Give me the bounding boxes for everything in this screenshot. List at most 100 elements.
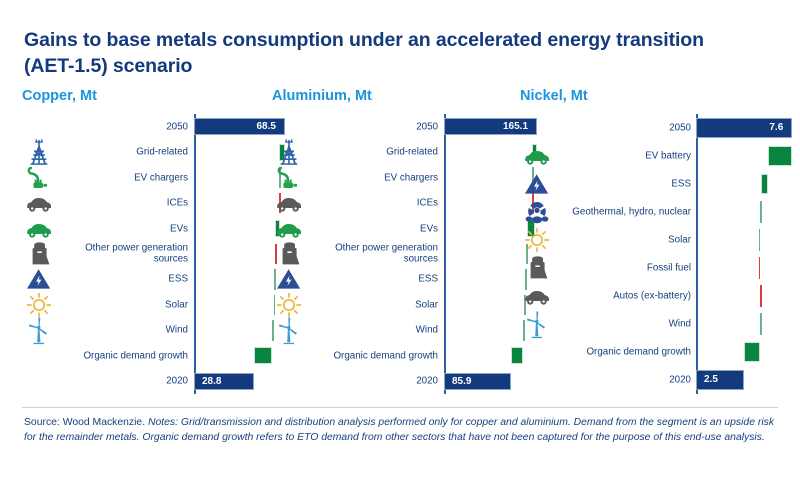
bar-value-label: 165.1: [503, 121, 529, 133]
chart-panel-aluminium: Aluminium, Mt 2050 Grid-related EV charge…: [272, 88, 538, 394]
row-label: 2050: [416, 120, 438, 132]
transmission-tower-icon: [22, 137, 56, 167]
row-label: EV chargers: [384, 171, 438, 183]
chart-row: Wind: [520, 309, 800, 339]
increase-bar: [743, 342, 761, 362]
total-bar: 7.6: [696, 118, 793, 138]
row-label: Geothermal, hydro, nuclear: [572, 206, 691, 218]
ice-car-icon: [520, 281, 554, 311]
total-bar: 165.1: [444, 118, 538, 136]
footnote: Source: Wood Mackenzie. Notes: Grid/tran…: [24, 415, 780, 446]
chart-row: 2050: [22, 114, 272, 139]
row-label: 2020: [416, 375, 438, 387]
chart-row: Geothermal, hydro, nuclear: [520, 198, 800, 226]
row-label: Organic demand growth: [586, 346, 691, 358]
plot-area: 7.6 2.5: [696, 114, 800, 394]
row-label: 2050: [166, 120, 188, 132]
chart-row: ESS: [22, 267, 272, 292]
row-labels: 2050 Grid-related EV chargers: [272, 114, 522, 394]
chart-row: EVs: [22, 216, 272, 241]
panel-title: Nickel, Mt: [520, 88, 588, 104]
increase-bar: [758, 228, 761, 252]
row-label: Solar: [415, 299, 438, 311]
row-label: EV chargers: [134, 171, 188, 183]
ess-icon: [520, 169, 554, 199]
row-label: Wind: [165, 324, 188, 336]
increase-bar: [510, 347, 524, 365]
increase-bar: [531, 167, 534, 188]
chart-row: ESS: [520, 170, 800, 198]
row-label: Other power generation sources: [85, 242, 188, 265]
ev-car-icon: [22, 214, 56, 244]
total-bar: 28.8: [194, 372, 255, 390]
plot-area: 165.1 85.9: [444, 114, 544, 394]
chart-row: Wind: [272, 315, 522, 345]
chart-row: Fossil fuel: [520, 254, 800, 282]
chart-row: Other power generation sources: [22, 241, 272, 266]
sun-icon: [272, 290, 306, 320]
page-title: Gains to base metals consumption under a…: [24, 29, 704, 77]
chart-row: Organic demand growth: [520, 338, 800, 366]
wind-turbine-icon: [272, 315, 306, 345]
bar-value-label: 28.8: [202, 375, 222, 387]
chart-row: EV chargers: [272, 165, 522, 190]
ev-car-icon: [272, 214, 306, 244]
decrease-bar: [758, 256, 761, 280]
chart-row: Wind: [22, 317, 272, 345]
chart-row: 2020: [22, 369, 272, 394]
row-label: EVs: [420, 222, 438, 234]
increase-bar: [273, 294, 276, 316]
panel-title: Copper, Mt: [22, 88, 97, 104]
wind-turbine-icon: [520, 309, 554, 339]
chart-row: 2020: [272, 369, 522, 394]
row-label: ESS: [671, 178, 691, 190]
increase-bar: [767, 146, 793, 166]
increase-bar: [274, 269, 277, 290]
chart-row: Grid-related: [22, 137, 272, 167]
footnote-source: Source: Wood Mackenzie.: [24, 417, 148, 428]
increase-bar: [254, 347, 273, 365]
ice-car-icon: [22, 188, 56, 218]
panel-title: Aluminium, Mt: [272, 88, 372, 104]
increase-bar: [525, 269, 527, 290]
transmission-tower-icon: [272, 137, 306, 167]
chart-row: Solar: [272, 290, 522, 320]
chart-row: Organic demand growth: [22, 343, 272, 368]
value-axis: [194, 114, 196, 394]
row-label: Solar: [165, 299, 188, 311]
chart-row: Grid-related: [272, 137, 522, 167]
footnote-notes: Notes: Grid/transmission and distributio…: [24, 417, 775, 444]
increase-bar: [526, 243, 529, 265]
chart-row: ICEs: [22, 190, 272, 215]
total-bar: 2.5: [696, 370, 744, 390]
row-label: Grid-related: [386, 146, 438, 158]
row-label: ESS: [168, 273, 188, 285]
chart-row: Organic demand growth: [272, 343, 522, 368]
increase-bar: [760, 312, 763, 336]
chart-panel-copper: Copper, Mt 2050 Grid-related EV chargers: [22, 88, 285, 394]
chart-row: ICEs: [272, 190, 522, 215]
row-label: 2020: [166, 375, 188, 387]
row-label: Other power generation sources: [335, 242, 438, 265]
row-label: 2020: [669, 374, 691, 386]
row-label: 2050: [669, 122, 691, 134]
increase-bar: [760, 174, 768, 194]
row-label: ICEs: [416, 197, 438, 209]
increase-bar: [759, 200, 762, 224]
power-plant-icon: [520, 253, 554, 283]
sun-icon: [22, 290, 56, 320]
row-label: Solar: [668, 234, 691, 246]
ev-car-icon: [520, 141, 554, 171]
chart-row: Autos (ex-battery): [520, 282, 800, 310]
ice-car-icon: [272, 188, 306, 218]
chart-row: Solar: [22, 290, 272, 320]
row-label: Wind: [668, 318, 691, 330]
nuclear-icon: [520, 197, 554, 227]
value-axis: [444, 114, 446, 394]
value-axis: [696, 114, 698, 394]
increase-bar: [278, 167, 281, 188]
row-label: Organic demand growth: [83, 350, 188, 362]
row-label: ICEs: [166, 197, 188, 209]
row-label: EVs: [170, 222, 188, 234]
